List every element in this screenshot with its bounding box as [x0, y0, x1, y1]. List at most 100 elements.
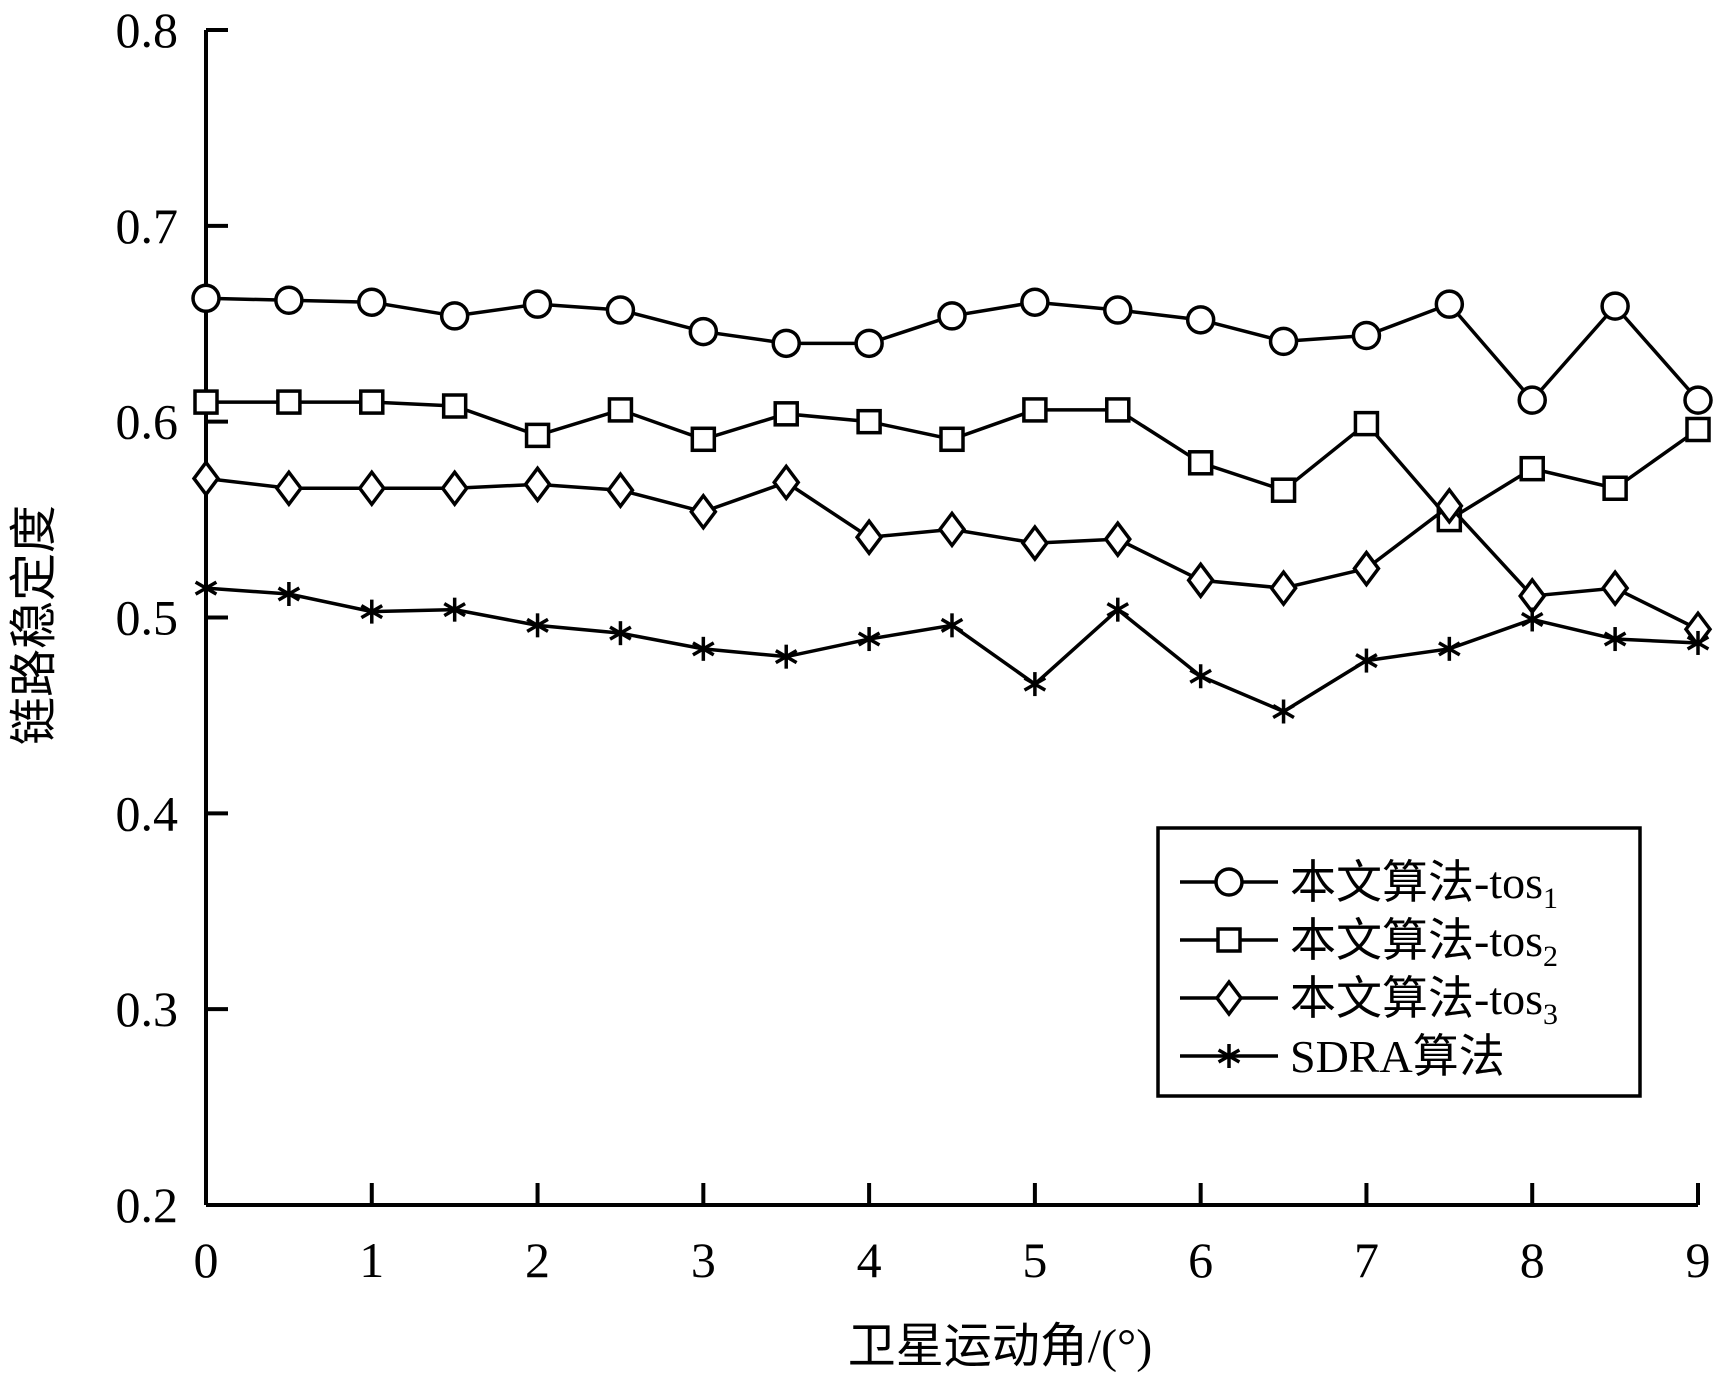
legend-label-text: 本文算法-tos — [1290, 973, 1543, 1024]
diamond-marker — [1186, 561, 1215, 600]
diamond-marker — [523, 465, 552, 504]
asterisk-marker — [774, 644, 798, 669]
asterisk-stroke — [1438, 641, 1461, 657]
legend-entry: 本文算法-tos1 — [1180, 857, 1558, 915]
diamond-marker — [1103, 520, 1132, 559]
asterisk-marker — [692, 636, 715, 661]
square-marker — [607, 397, 634, 423]
circle-marker — [1103, 295, 1133, 325]
circle-marker — [1351, 320, 1382, 351]
diamond-marker — [1352, 549, 1381, 588]
circle-marker — [937, 301, 967, 331]
series-line — [205, 586, 1699, 714]
y-tick-label: 0.7 — [116, 198, 179, 254]
circle-marker — [1434, 289, 1465, 319]
circle-marker — [1268, 326, 1299, 357]
diamond-marker — [357, 469, 386, 508]
diamond-marker — [937, 510, 967, 549]
square-marker — [1685, 416, 1711, 443]
asterisk-stroke — [1272, 703, 1295, 720]
x-tick-label: 0 — [194, 1232, 219, 1288]
legend-label-text: 本文算法-tos — [1290, 857, 1543, 908]
circle-marker — [191, 283, 221, 314]
circle-marker — [522, 289, 553, 319]
asterisk-marker — [1355, 648, 1378, 673]
asterisk-stroke — [1355, 653, 1378, 669]
asterisk-marker — [1272, 699, 1295, 724]
x-axis-title: 卫星运动角/(°) — [848, 1320, 1153, 1373]
square-marker — [773, 401, 799, 427]
diamond-marker — [1214, 979, 1244, 1017]
square-marker — [193, 389, 219, 415]
legend-label-text: 本文算法-tos — [1290, 915, 1543, 966]
diamond-marker — [854, 518, 884, 557]
diamond-marker — [440, 469, 469, 508]
asterisk-marker — [609, 621, 632, 646]
circle-marker — [1600, 291, 1630, 321]
asterisk-stroke — [774, 649, 798, 665]
legend-label-subscript: 3 — [1543, 998, 1558, 1031]
square-marker — [690, 426, 717, 453]
square-marker — [276, 389, 302, 415]
square-marker — [1270, 477, 1297, 503]
x-tick-label: 1 — [359, 1232, 384, 1288]
legend-entry: SDRA算法 — [1180, 1031, 1505, 1082]
asterisk-stroke — [443, 602, 466, 618]
circle-marker — [854, 328, 884, 359]
x-tick-label: 5 — [1022, 1232, 1047, 1288]
asterisk-stroke — [360, 604, 384, 620]
x-tick-label: 2 — [525, 1232, 550, 1288]
x-tick-label: 3 — [691, 1232, 716, 1288]
ticks: 0.2 0.3 0.4 0.5 0.6 0.7 0.8 0 1 2 3 4 5 6 7 8 9 — [116, 2, 1711, 1288]
square-marker — [1105, 397, 1131, 423]
asterisk-marker — [194, 576, 218, 601]
square-marker — [359, 389, 385, 415]
legend-label: 本文算法-tos1 — [1290, 857, 1558, 915]
diamond-marker — [1435, 486, 1464, 525]
asterisk-stroke — [1520, 611, 1544, 627]
diamond-marker — [1020, 524, 1050, 562]
asterisk-stroke — [609, 625, 632, 641]
diamond-marker — [274, 469, 304, 508]
square-marker — [1022, 397, 1048, 423]
square-marker — [1602, 475, 1628, 501]
asterisk-stroke — [1023, 676, 1047, 692]
asterisk-marker — [1603, 627, 1627, 652]
asterisk-stroke — [1189, 668, 1212, 684]
asterisk-marker — [277, 582, 301, 606]
circle-marker — [1683, 385, 1713, 415]
asterisk-marker — [360, 599, 384, 624]
circle-marker — [688, 316, 719, 347]
asterisk-marker — [1023, 672, 1047, 697]
circle-marker — [605, 295, 636, 325]
asterisk-marker — [443, 597, 466, 622]
square-marker — [441, 393, 468, 419]
circle-marker — [1214, 867, 1244, 897]
asterisk-stroke — [1217, 1048, 1241, 1064]
asterisk-stroke — [1686, 635, 1710, 651]
series-line — [205, 476, 1699, 631]
y-tick-label: 0.6 — [116, 394, 179, 450]
series-3 — [191, 459, 1713, 649]
asterisk-marker — [526, 613, 549, 638]
diamond-marker — [606, 471, 635, 510]
legend-entry: 本文算法-tos2 — [1180, 915, 1558, 973]
square-marker — [939, 426, 965, 453]
diamond-marker — [1600, 569, 1630, 608]
y-axis-title: 链路稳定度 — [8, 505, 61, 745]
legend-label-subscript: 2 — [1543, 940, 1558, 973]
circle-marker — [357, 287, 387, 317]
circle-marker — [274, 285, 304, 315]
asterisk-marker — [940, 613, 964, 638]
square-marker — [1519, 455, 1545, 482]
square-marker — [524, 422, 551, 449]
x-tick-label: 9 — [1686, 1232, 1711, 1288]
square-marker — [1216, 927, 1242, 953]
series-layer — [191, 283, 1713, 724]
y-tick-label: 0.2 — [116, 1177, 179, 1233]
legend-label-subscript: 1 — [1543, 882, 1558, 915]
diamond-marker — [689, 492, 718, 531]
asterisk-stroke — [1603, 631, 1627, 647]
series-1 — [191, 283, 1713, 415]
